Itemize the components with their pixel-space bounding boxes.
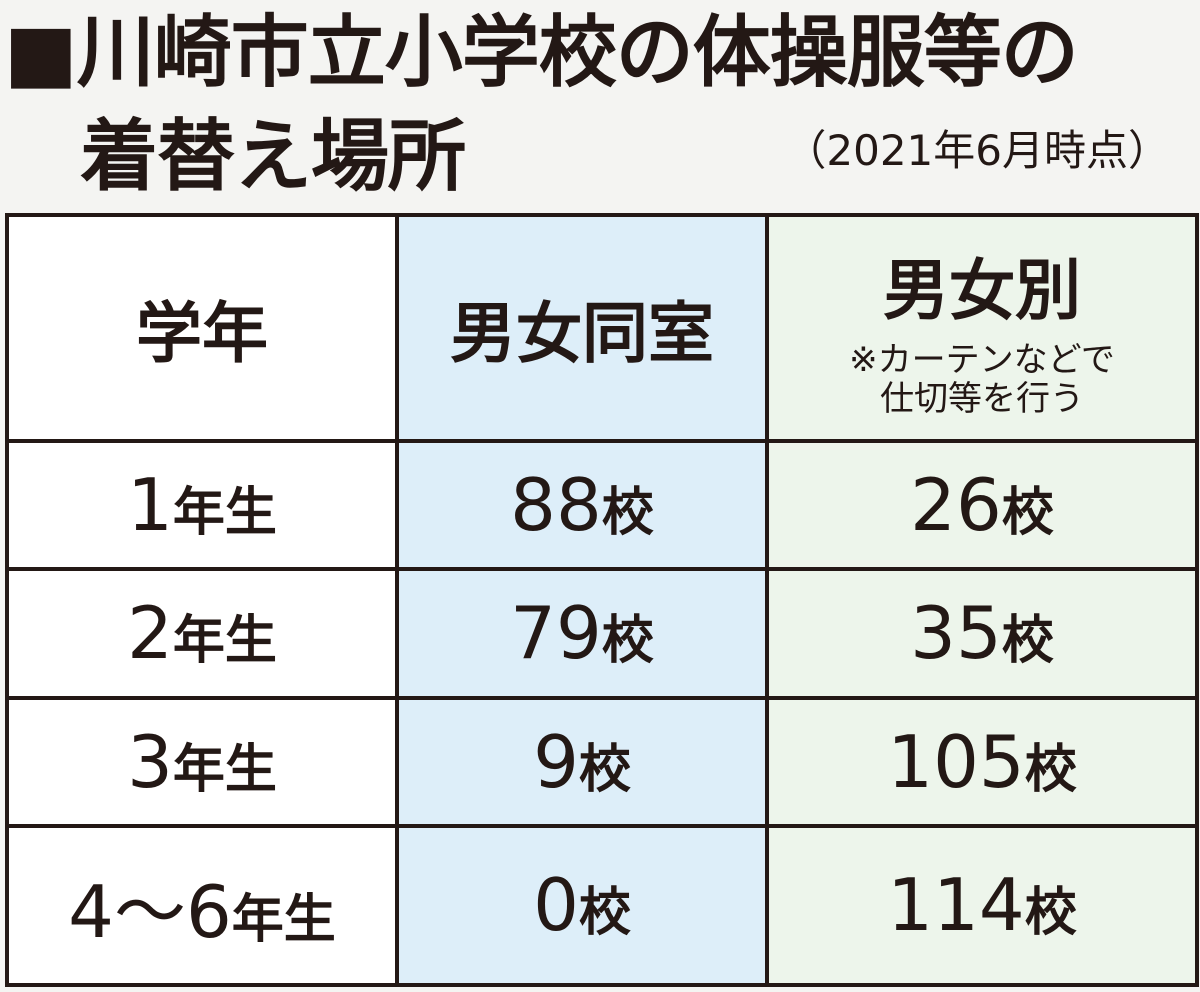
header-note: ※カーテンなどで 仕切等を行う [769, 339, 1195, 419]
date-note: （2021年6月時点） [784, 126, 1170, 175]
header-cell: 男女別 ※カーテンなどで 仕切等を行う [765, 213, 1199, 443]
note-line: ※カーテンなどで [849, 339, 1115, 380]
table-cell: 26校 [765, 438, 1199, 572]
table-cell: 1年生 [5, 438, 399, 572]
cell-value: 88 [510, 463, 602, 548]
table-row: 1年生 88校 26校 [5, 438, 1199, 572]
cell-value: 105 [887, 719, 1025, 804]
header-cell: 男女同室 [395, 213, 769, 443]
header-text: 男女別 [883, 251, 1081, 329]
cell-value: 1 [127, 463, 173, 548]
cell-unit: 年生 [172, 611, 277, 672]
cell-value: 2 [127, 591, 173, 676]
table-cell: 88校 [395, 438, 769, 572]
cell-unit: 校 [578, 739, 631, 800]
cell-unit: 校 [601, 483, 654, 544]
cell-value: 4〜6 [68, 869, 232, 954]
table-row: 3年生 9校 105校 [5, 695, 1199, 828]
table-cell: 35校 [765, 567, 1199, 700]
cell-unit: 校 [1024, 739, 1077, 800]
table-cell: 79校 [395, 567, 769, 700]
header-text: 学年 [136, 295, 268, 372]
table: 学年 男女同室 男女別 ※カーテンなどで 仕切等を行う 1年生 88校 26校 2年生… [5, 213, 1199, 988]
cell-unit: 年生 [231, 889, 336, 950]
cell-value: 79 [510, 591, 602, 676]
note-line: 仕切等を行う [880, 379, 1084, 419]
table-body: 1年生 88校 26校 2年生 79校 35校 3年生 9校 105校 4〜6年生 0校 114校 [5, 438, 1199, 988]
table-row: 2年生 79校 35校 [5, 567, 1199, 700]
cell-value: 0 [533, 863, 579, 948]
cell-value: 35 [910, 591, 1002, 676]
cell-value: 26 [910, 463, 1002, 548]
header-text: 男女同室 [450, 295, 714, 372]
cell-unit: 年生 [172, 483, 277, 544]
cell-unit: 校 [578, 883, 631, 944]
cell-unit: 校 [601, 611, 654, 672]
header-cell: 学年 [5, 213, 399, 443]
table-cell: 2年生 [5, 567, 399, 700]
table-cell: 9校 [395, 695, 769, 828]
cell-value: 9 [533, 719, 579, 804]
table-cell: 4〜6年生 [5, 823, 399, 988]
cell-value: 3 [127, 719, 173, 804]
cell-unit: 年生 [172, 739, 277, 800]
cell-unit: 校 [1001, 483, 1054, 544]
header-row: 学年 男女同室 男女別 ※カーテンなどで 仕切等を行う [5, 213, 1199, 443]
table-cell: 0校 [395, 823, 769, 988]
cell-value: 114 [887, 863, 1025, 948]
title-line: 着替え場所 [80, 112, 466, 202]
cell-unit: 校 [1001, 611, 1054, 672]
table-row: 4〜6年生 0校 114校 [5, 823, 1199, 988]
table-cell: 114校 [765, 823, 1199, 988]
title-line: ■川崎市立小学校の体操服等の [4, 8, 1079, 98]
table-cell: 105校 [765, 695, 1199, 828]
cell-unit: 校 [1024, 883, 1077, 944]
table-cell: 3年生 [5, 695, 399, 828]
